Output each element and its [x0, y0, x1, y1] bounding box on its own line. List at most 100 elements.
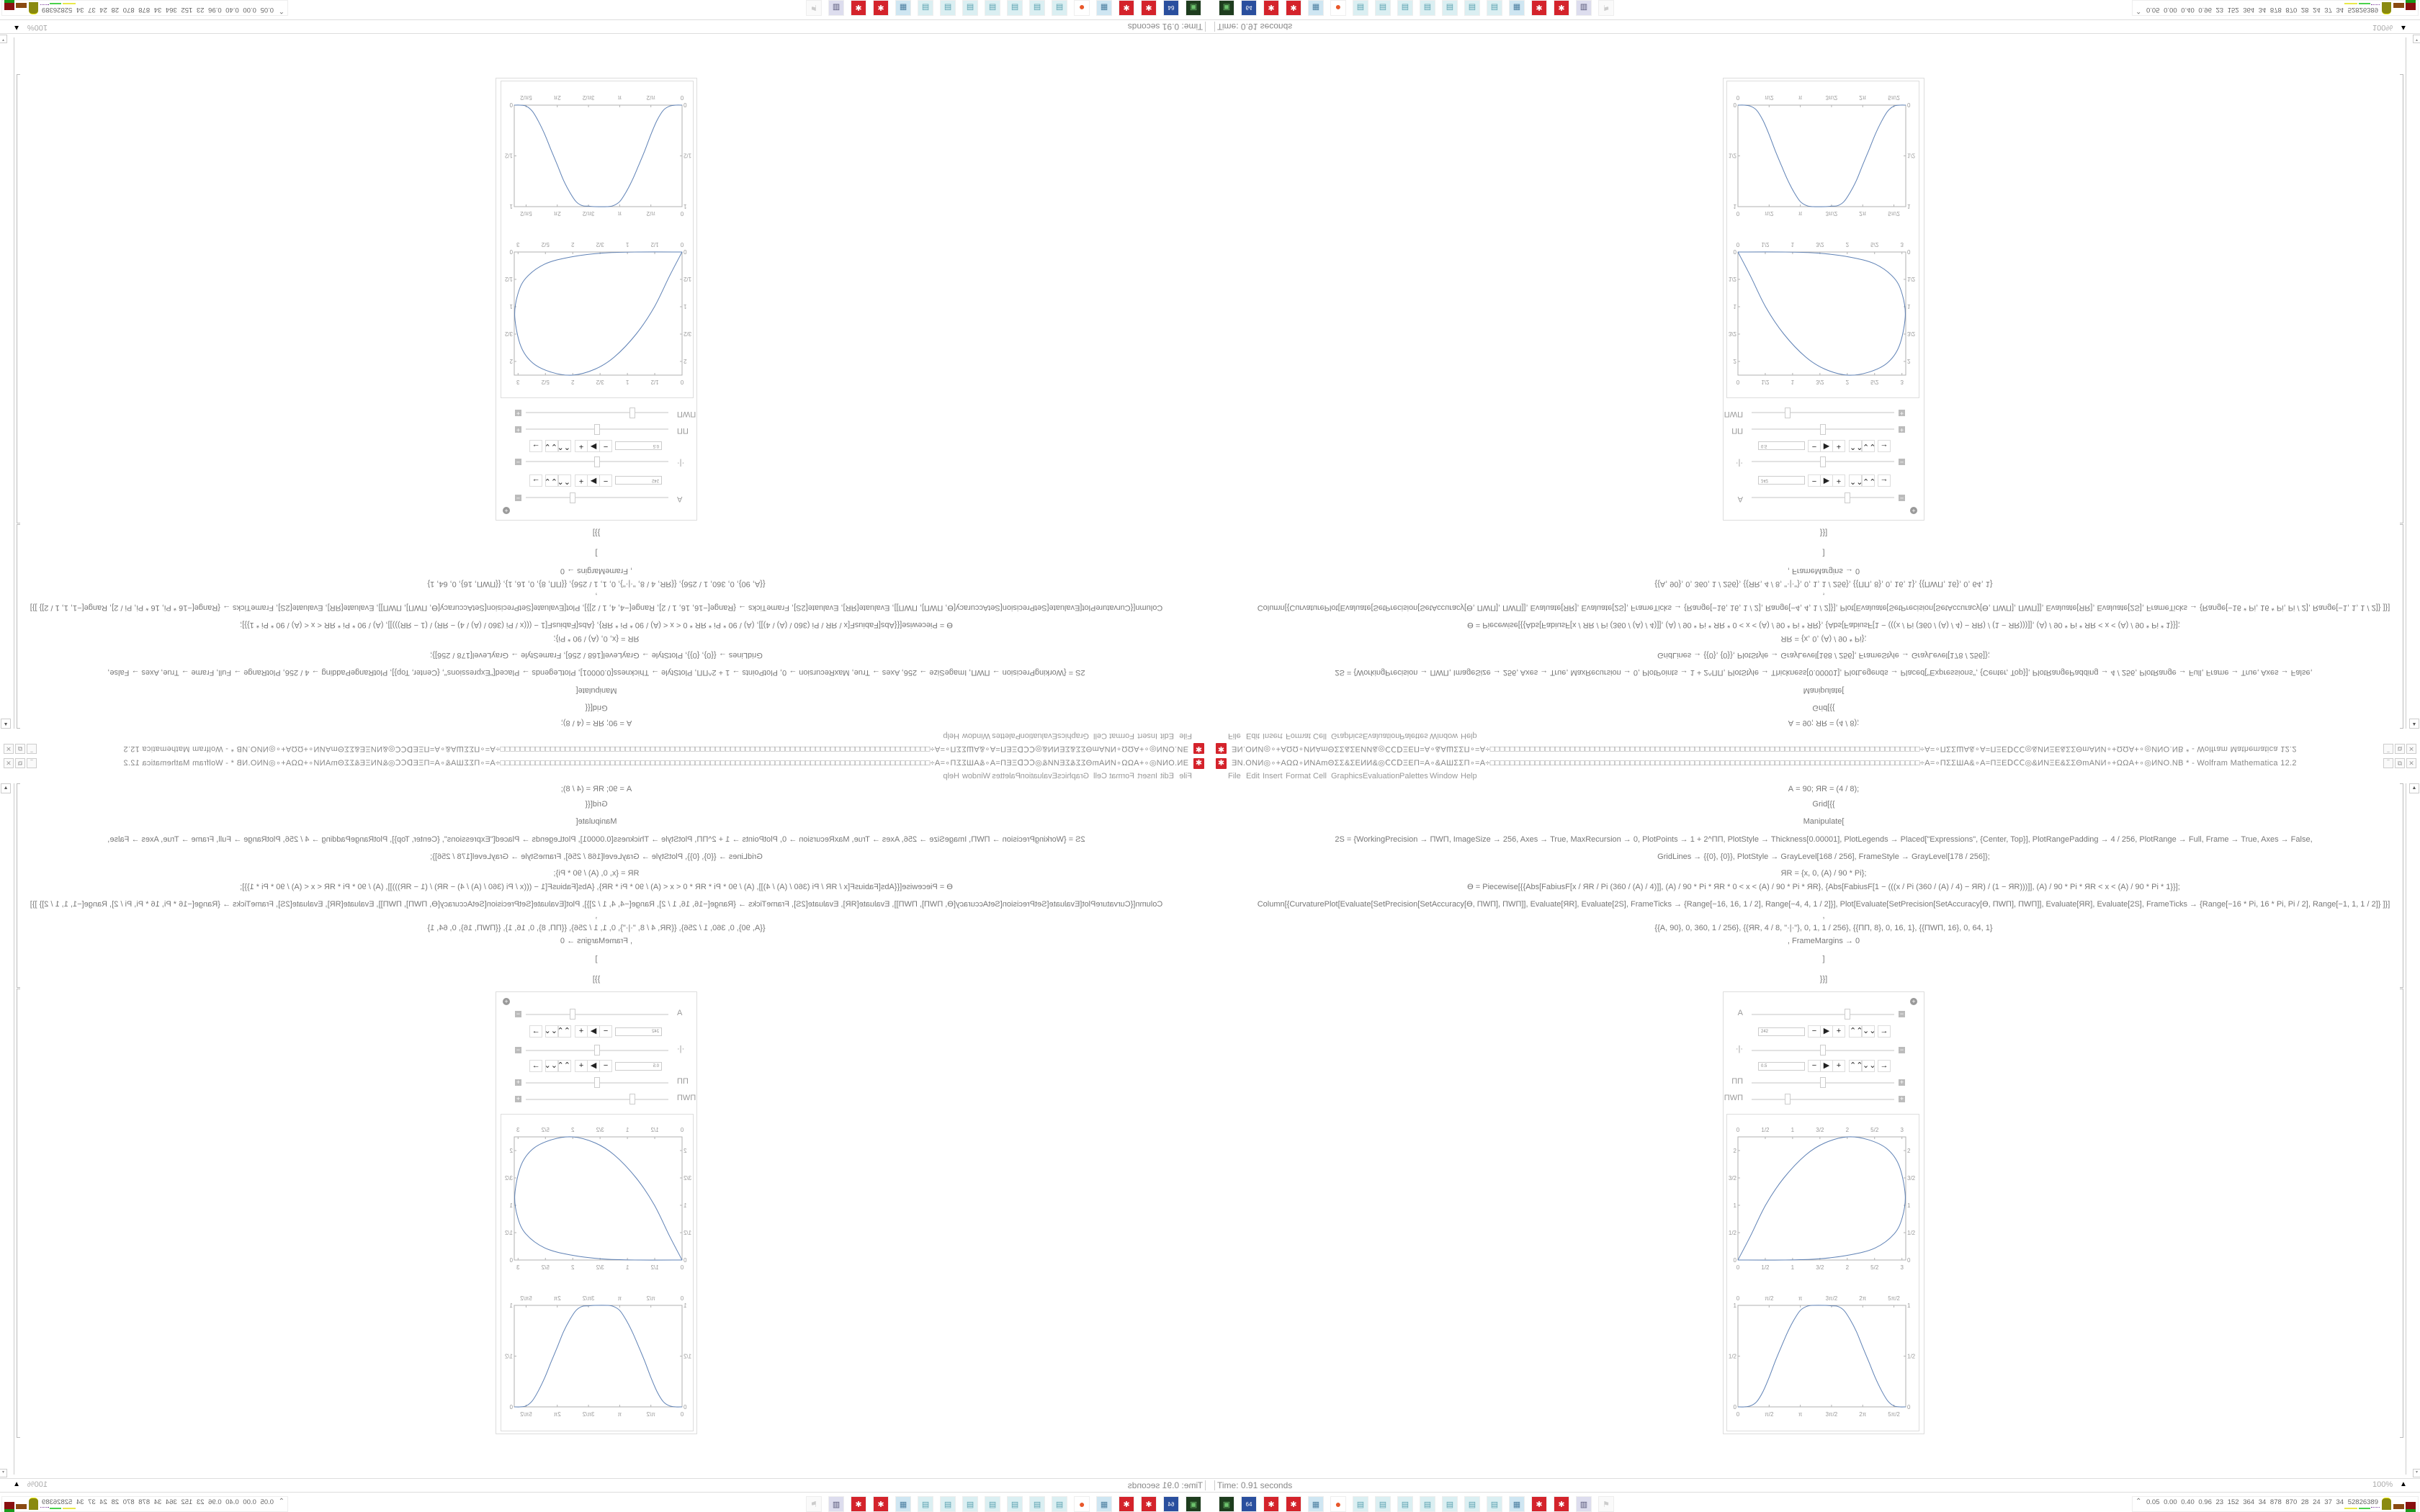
- code-line[interactable]: , FrameMargins → 0: [1787, 937, 1860, 945]
- menu-graphics[interactable]: Graphics: [1057, 772, 1089, 780]
- slider-thumb[interactable]: [569, 1009, 575, 1020]
- menu-help[interactable]: Help: [1461, 772, 1477, 780]
- floppy-64-icon[interactable]: 64: [1163, 1496, 1179, 1512]
- wolfram-gear-icon[interactable]: ✱: [1141, 1496, 1157, 1512]
- value-field[interactable]: 0.5: [615, 1062, 662, 1071]
- slider-2[interactable]: [1752, 424, 1894, 435]
- zoom-up-icon[interactable]: ▲: [2400, 24, 2407, 32]
- step-forward-button[interactable]: +: [1832, 1060, 1845, 1072]
- wolfram-gear-icon[interactable]: ✱: [1286, 1496, 1301, 1512]
- slider-1[interactable]: [1752, 1045, 1894, 1056]
- expand-icon[interactable]: +: [515, 1079, 521, 1086]
- close-icon[interactable]: ✕: [4, 744, 14, 754]
- printer-icon[interactable]: ▥: [1576, 0, 1592, 16]
- calculator-icon[interactable]: ▦: [895, 1496, 911, 1512]
- slower-button[interactable]: ⌄⌄: [544, 1060, 558, 1072]
- slider-thumb[interactable]: [629, 408, 636, 418]
- menu-evaluation[interactable]: Evaluation: [1020, 732, 1057, 740]
- menu-edit[interactable]: Edit: [1246, 732, 1260, 740]
- menu-edit[interactable]: Edit: [1160, 732, 1174, 740]
- menu-evaluation[interactable]: Evaluation: [1020, 772, 1057, 780]
- play-button[interactable]: ▶: [587, 1025, 600, 1038]
- tray-expand-icon[interactable]: ⌃: [278, 1498, 284, 1506]
- slower-button[interactable]: ⌄⌄: [544, 1025, 558, 1038]
- code-line[interactable]: GridLines → {{0}, {0}}, PlotStyle → Gray…: [430, 651, 763, 660]
- options-plus-icon[interactable]: +: [1910, 507, 1917, 514]
- wolfram-gear-icon[interactable]: ✱: [873, 0, 889, 16]
- slower-button[interactable]: ⌄⌄: [1862, 440, 1876, 452]
- direction-button[interactable]: →: [1878, 1060, 1891, 1072]
- code-line[interactable]: 2S = {WorkingPrecision → ПWП, ImageSize …: [107, 835, 1085, 844]
- notepad-icon[interactable]: ▤: [1487, 1496, 1502, 1512]
- menu-file[interactable]: File: [1179, 732, 1192, 740]
- code-line[interactable]: ]: [595, 549, 598, 557]
- options-plus-icon[interactable]: +: [503, 998, 510, 1005]
- terminal-icon[interactable]: ▣: [1219, 1496, 1234, 1512]
- input-cell-bracket[interactable]: [17, 524, 20, 729]
- options-plus-icon[interactable]: +: [1910, 998, 1917, 1005]
- zoom-level[interactable]: 100%: [2372, 23, 2393, 32]
- wolfram-gear-icon[interactable]: ✱: [1263, 0, 1279, 16]
- play-button[interactable]: ▶: [1820, 1060, 1833, 1072]
- calculator-icon[interactable]: ▦: [895, 0, 911, 16]
- menu-cell[interactable]: Cell: [1093, 772, 1107, 780]
- step-back-button[interactable]: −: [1808, 440, 1821, 452]
- collapse-icon[interactable]: −: [1899, 1046, 1905, 1053]
- slider-thumb[interactable]: [569, 492, 575, 503]
- step-forward-button[interactable]: +: [575, 1025, 588, 1038]
- close-icon[interactable]: ✕: [4, 758, 14, 768]
- input-cell-bracket[interactable]: [2400, 783, 2403, 988]
- dropdown-icon[interactable]: ▾: [2413, 35, 2420, 43]
- minimize-icon[interactable]: ‾: [2383, 758, 2393, 768]
- code-line[interactable]: }}]: [1819, 975, 1828, 984]
- scroll-up-icon[interactable]: ▲: [1, 719, 11, 729]
- restore-icon[interactable]: ⧉: [15, 744, 25, 754]
- code-line[interactable]: А = 90; ЯR = (4 / 8);: [1788, 719, 1860, 727]
- faster-button[interactable]: ⌃⌃: [1849, 1025, 1863, 1038]
- floppy-64-icon[interactable]: 64: [1241, 1496, 1257, 1512]
- value-field[interactable]: 242: [1758, 476, 1805, 485]
- code-line[interactable]: А = 90; ЯR = (4 / 8);: [1788, 785, 1860, 793]
- slider-3[interactable]: [526, 1094, 668, 1104]
- slider-thumb[interactable]: [594, 456, 600, 467]
- code-line[interactable]: 2S = {WorkingPrecision → ПWП, ImageSize …: [1335, 668, 2313, 677]
- menu-insert[interactable]: Insert: [1137, 772, 1157, 780]
- direction-button[interactable]: →: [1878, 1025, 1891, 1038]
- code-line[interactable]: ЯR = {x, 0, (А) / 90 * Pi};: [553, 634, 640, 643]
- menu-palettes[interactable]: Palettes: [1399, 772, 1428, 780]
- wolfram-gear-icon[interactable]: ✱: [1119, 1496, 1134, 1512]
- direction-button[interactable]: →: [529, 1060, 542, 1072]
- faster-button[interactable]: ⌃⌃: [1849, 1060, 1863, 1072]
- code-line[interactable]: , FrameMargins → 0: [1787, 567, 1860, 575]
- code-line[interactable]: Grid[{{: [585, 800, 608, 809]
- expand-icon[interactable]: +: [1899, 1095, 1905, 1102]
- code-line[interactable]: 2S = {WorkingPrecision → ПWП, ImageSize …: [107, 668, 1085, 677]
- menu-window[interactable]: Window: [1430, 732, 1458, 740]
- floppy-64-icon[interactable]: 64: [1163, 0, 1179, 16]
- value-field[interactable]: 242: [615, 1027, 662, 1036]
- expand-icon[interactable]: +: [515, 1095, 521, 1102]
- code-line[interactable]: Grid[{{: [1812, 800, 1835, 809]
- direction-button[interactable]: →: [529, 1025, 542, 1038]
- step-forward-button[interactable]: +: [1832, 440, 1845, 452]
- notepad-icon[interactable]: ▤: [940, 0, 956, 16]
- notepad-icon[interactable]: ▤: [940, 1496, 956, 1512]
- firefox-icon[interactable]: ●: [1330, 1496, 1346, 1512]
- menu-window[interactable]: Window: [962, 732, 990, 740]
- code-line[interactable]: Manipulate[: [1803, 686, 1845, 695]
- menu-help[interactable]: Help: [943, 732, 959, 740]
- value-field[interactable]: 242: [1758, 1027, 1805, 1036]
- menu-format[interactable]: Format: [1109, 732, 1134, 740]
- collapse-icon[interactable]: −: [515, 459, 521, 466]
- slider-thumb[interactable]: [629, 1094, 636, 1104]
- menu-evaluation[interactable]: Evaluation: [1363, 732, 1400, 740]
- slider-0[interactable]: [526, 492, 668, 503]
- wolfram-gear-icon[interactable]: ✱: [1531, 0, 1547, 16]
- slower-button[interactable]: ⌄⌄: [1862, 1025, 1876, 1038]
- menu-palettes[interactable]: Palettes: [1399, 732, 1428, 740]
- slider-thumb[interactable]: [1820, 424, 1826, 435]
- menu-cell[interactable]: Cell: [1313, 732, 1327, 740]
- minimize-icon[interactable]: ‾: [2383, 744, 2393, 754]
- slider-2[interactable]: [526, 424, 668, 435]
- wolfram-gear-icon[interactable]: ✱: [1554, 0, 1569, 16]
